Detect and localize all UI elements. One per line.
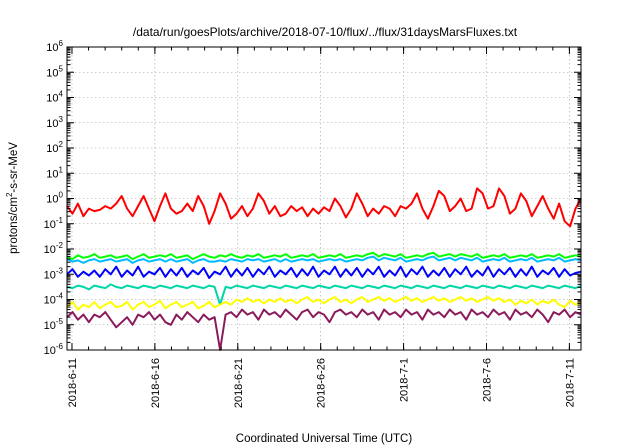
y-tick-label: 10-3 — [44, 266, 64, 281]
y-tick-base: 10 — [46, 42, 58, 54]
y-tick-base: 10 — [46, 118, 58, 130]
x-axis-ticks: 2018-6-11 2018-6-16 2018-6-21 2018-6-26 2018… — [67, 47, 576, 408]
y-tick-label: 10-1 — [44, 216, 64, 231]
y-tick-base: 10 — [46, 143, 58, 155]
y-tick-exponent: -5 — [56, 317, 64, 326]
y-axis-label-sup: 2 — [5, 192, 14, 197]
y-tick-base: 10 — [44, 345, 56, 357]
y-tick-exponent: 4 — [59, 90, 64, 99]
x-tick-label: 2018-6-21 — [233, 358, 245, 408]
y-tick-exponent: 3 — [59, 115, 64, 124]
y-tick-label: 10-2 — [44, 241, 64, 256]
y-tick-base: 10 — [44, 219, 56, 231]
y-tick-base: 10 — [46, 168, 58, 180]
series-line-4 — [66, 265, 582, 279]
y-tick-base: 10 — [46, 93, 58, 105]
y-axis-label: protons/cm2-s-sr-MeV — [5, 142, 20, 254]
x-tick-label: 2018-6-16 — [150, 358, 162, 408]
y-tick-label: 106 — [46, 39, 63, 54]
y-tick-label: 10-5 — [44, 317, 64, 332]
y-axis-ticks: 10-610-510-410-310-210-11001011021031041… — [44, 39, 581, 357]
y-tick-exponent: 2 — [59, 140, 64, 149]
x-tick-label: 2018-7-6 — [481, 358, 493, 402]
y-tick-base: 10 — [44, 269, 56, 281]
series-line-3 — [66, 255, 582, 264]
y-tick-exponent: -3 — [56, 266, 64, 275]
y-tick-label: 101 — [46, 165, 63, 180]
y-tick-base: 10 — [44, 295, 56, 307]
series-line-6 — [66, 296, 582, 311]
series-group — [66, 187, 582, 351]
y-axis-label-base: protons/cm — [8, 197, 20, 254]
x-tick-label: 2018-7-11 — [564, 358, 576, 407]
series-line-1 — [66, 187, 582, 228]
x-tick-label: 2018-6-26 — [316, 358, 328, 408]
x-tick-label: 2018-7-1 — [399, 358, 411, 402]
y-axis-label-rest: -s-sr-MeV — [8, 142, 20, 193]
y-tick-exponent: -2 — [56, 241, 64, 250]
y-tick-label: 104 — [46, 90, 63, 105]
y-tick-exponent: 0 — [59, 191, 64, 200]
x-axis-label: Coordinated Universal Time (UTC) — [236, 433, 413, 445]
series-line-2 — [66, 251, 582, 261]
y-tick-label: 102 — [46, 140, 63, 155]
y-tick-label: 105 — [46, 64, 63, 79]
y-tick-label: 10-6 — [44, 342, 64, 357]
chart-title: /data/run/goesPlots/archive/2018-07-10/f… — [133, 25, 518, 39]
y-tick-exponent: -1 — [56, 216, 64, 225]
y-tick-exponent: 1 — [59, 165, 64, 174]
y-tick-exponent: 5 — [59, 64, 64, 73]
y-tick-exponent: 6 — [59, 39, 64, 48]
y-tick-label: 10-4 — [44, 292, 64, 307]
y-tick-base: 10 — [46, 194, 58, 206]
y-tick-exponent: -4 — [56, 292, 64, 301]
y-tick-base: 10 — [44, 244, 56, 256]
y-tick-label: 100 — [46, 191, 63, 206]
series-line-5 — [66, 283, 582, 306]
series-line-7 — [66, 308, 582, 351]
y-tick-base: 10 — [46, 67, 58, 79]
x-tick-label: 2018-6-11 — [67, 358, 79, 407]
y-tick-exponent: -6 — [56, 342, 64, 351]
y-tick-label: 103 — [46, 115, 63, 130]
y-tick-base: 10 — [44, 320, 56, 332]
